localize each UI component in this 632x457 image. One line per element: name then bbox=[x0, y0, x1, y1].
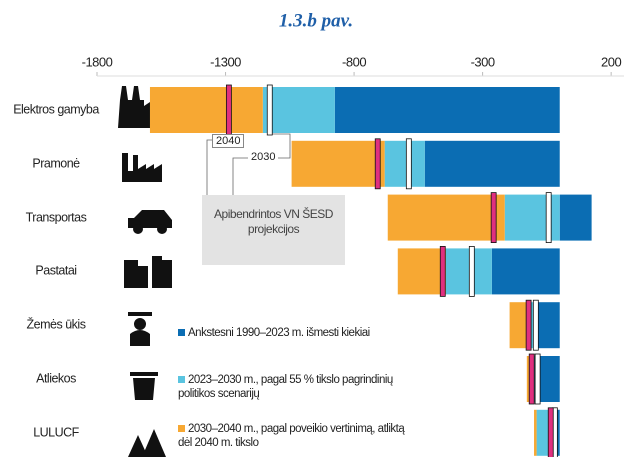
category-label: Transportas bbox=[25, 210, 87, 225]
bar-segment bbox=[539, 356, 560, 402]
bar-segment bbox=[334, 87, 560, 133]
bar-segment bbox=[424, 140, 560, 187]
category-label: Pastatai bbox=[35, 263, 77, 278]
category-label: Elektros gamyba bbox=[13, 102, 99, 117]
marker bbox=[439, 245, 446, 297]
icon-power bbox=[118, 86, 156, 128]
icon-farmer bbox=[128, 312, 152, 346]
legend-label: 2030–2040 m., pagal poveikio vertinimą, … bbox=[178, 423, 405, 449]
legend-label: 2023–2030 m., pagal 55 % tikslo pagrindi… bbox=[178, 374, 393, 400]
bar-segment bbox=[491, 248, 560, 295]
legend-entry: Ankstesni 1990–2023 m. išmesti kiekiai bbox=[178, 326, 458, 340]
leader bbox=[232, 133, 291, 195]
marker-label: 2030 bbox=[248, 151, 279, 163]
legend-entry: 2030–2040 m., pagal poveikio vertinimą, … bbox=[178, 422, 418, 450]
icons bbox=[118, 86, 172, 457]
bar-segment bbox=[291, 140, 385, 187]
icon-bin bbox=[130, 372, 158, 400]
legend-swatch bbox=[178, 376, 185, 383]
bar-segment bbox=[387, 194, 505, 241]
bar-segment bbox=[445, 248, 492, 295]
chart-title: 1.3.b pav. bbox=[279, 10, 353, 31]
category-label: Pramonė bbox=[32, 156, 80, 171]
icon-car bbox=[128, 210, 172, 228]
icon-wheel bbox=[133, 224, 143, 234]
legend-entry: 2023–2030 m., pagal 55 % tikslo pagrindi… bbox=[178, 373, 418, 401]
x-tick-label: 200 bbox=[601, 54, 621, 69]
marker-label: 2040 bbox=[212, 134, 245, 148]
marker bbox=[547, 407, 554, 457]
marker bbox=[528, 353, 535, 405]
bar-segment bbox=[384, 140, 425, 187]
legend-label: Ankstesni 1990–2023 m. išmesti kiekiai bbox=[188, 327, 370, 339]
marker bbox=[225, 84, 232, 136]
marker bbox=[374, 138, 381, 190]
marker bbox=[266, 84, 273, 136]
marker bbox=[490, 192, 497, 244]
bar-segment bbox=[397, 248, 446, 295]
bar-segment bbox=[534, 409, 537, 456]
legend-swatch bbox=[178, 425, 185, 432]
icon-factory bbox=[122, 153, 162, 182]
icon-wheel bbox=[157, 224, 167, 234]
marker bbox=[534, 353, 541, 405]
x-tick-label: -800 bbox=[342, 54, 366, 69]
bar-segment bbox=[509, 302, 530, 349]
bar-segment bbox=[536, 409, 550, 456]
x-tick-label: -1800 bbox=[82, 54, 113, 69]
marker bbox=[405, 138, 412, 190]
leader bbox=[206, 139, 229, 195]
marker bbox=[532, 299, 539, 351]
x-tick-label: -1300 bbox=[210, 54, 241, 69]
category-label: Atliekos bbox=[36, 371, 76, 386]
icon-trees bbox=[128, 429, 166, 457]
icon-buildings bbox=[124, 256, 172, 288]
marker bbox=[468, 245, 475, 297]
legend-swatch bbox=[178, 329, 185, 336]
bar-segment bbox=[149, 87, 263, 133]
annotation-box: Apibendrintos VN ŠESD projekcijos bbox=[202, 195, 345, 265]
category-label: Žemės ūkis bbox=[26, 317, 86, 332]
bar-segment bbox=[537, 302, 560, 349]
bar-segment bbox=[559, 194, 592, 241]
category-label: LULUCF bbox=[33, 425, 79, 440]
marker bbox=[525, 299, 532, 351]
bar-segment bbox=[262, 87, 335, 133]
x-tick-label: -300 bbox=[471, 54, 495, 69]
marker bbox=[545, 192, 552, 244]
